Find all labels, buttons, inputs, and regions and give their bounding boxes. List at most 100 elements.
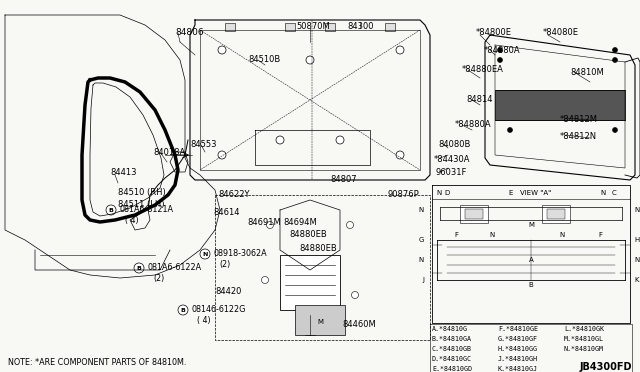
Circle shape [178, 305, 188, 315]
Circle shape [612, 58, 618, 62]
Text: 84420: 84420 [215, 287, 241, 296]
Text: F: F [598, 232, 602, 238]
Text: G.*84810GF: G.*84810GF [498, 336, 538, 342]
Text: VIEW "A": VIEW "A" [520, 190, 551, 196]
Text: 84300: 84300 [347, 22, 374, 31]
Circle shape [262, 276, 269, 283]
Text: B: B [109, 208, 113, 212]
Circle shape [336, 136, 344, 144]
Text: A.*84810G: A.*84810G [432, 326, 468, 332]
Text: L.*84810GK: L.*84810GK [564, 326, 604, 332]
Text: J: J [422, 277, 424, 283]
Text: *84812N: *84812N [560, 132, 597, 141]
Text: D.*84810GC: D.*84810GC [432, 356, 472, 362]
Text: N.*84810GM: N.*84810GM [564, 346, 604, 352]
Bar [547, 209, 565, 219]
Bar [285, 23, 295, 31]
Text: 84810M: 84810M [570, 68, 604, 77]
Text: 84880EB: 84880EB [299, 244, 337, 253]
Text: 84080B: 84080B [438, 140, 470, 149]
Text: 84510B: 84510B [248, 55, 280, 64]
Text: N: N [202, 251, 208, 257]
Text: 84807: 84807 [330, 175, 356, 184]
Circle shape [497, 48, 502, 52]
Text: *84430A: *84430A [434, 155, 470, 164]
Text: 84018A: 84018A [153, 148, 185, 157]
Bar [325, 23, 335, 31]
Text: G: G [419, 237, 424, 243]
Bar [225, 23, 235, 31]
Text: JB4300FD: JB4300FD [579, 362, 632, 372]
Text: ( 4): ( 4) [197, 317, 211, 326]
Text: N: N [490, 232, 495, 238]
Text: 08146-6122G: 08146-6122G [192, 305, 246, 314]
Text: H: H [634, 237, 639, 243]
Text: B.*84810GA: B.*84810GA [432, 336, 472, 342]
Text: 081A6-6122A: 081A6-6122A [148, 263, 202, 273]
Text: N: N [436, 190, 441, 196]
Text: J.*84810GH: J.*84810GH [498, 356, 538, 362]
Circle shape [612, 48, 618, 52]
Circle shape [508, 128, 513, 132]
Text: *84880A: *84880A [455, 120, 492, 129]
Text: 84510 (RH): 84510 (RH) [118, 188, 166, 197]
Text: M: M [317, 319, 323, 325]
Text: C: C [612, 190, 617, 196]
Circle shape [612, 128, 618, 132]
Text: *84880A: *84880A [484, 46, 520, 55]
Text: E: E [508, 190, 513, 196]
Text: N: N [559, 232, 564, 238]
Bar [465, 209, 483, 219]
Text: 84880EB: 84880EB [289, 230, 327, 239]
Circle shape [218, 46, 226, 54]
Text: *84080E: *84080E [543, 28, 579, 37]
Bar [385, 23, 395, 31]
Text: B: B [180, 308, 186, 312]
Text: E.*84810GD: E.*84810GD [432, 366, 472, 372]
Text: 84806: 84806 [175, 28, 204, 37]
Text: N: N [634, 207, 639, 213]
Circle shape [396, 151, 404, 159]
Circle shape [306, 56, 314, 64]
Circle shape [266, 221, 273, 228]
Text: K.*84810GJ: K.*84810GJ [498, 366, 538, 372]
Text: 84511 (LH): 84511 (LH) [118, 200, 164, 209]
Text: N: N [419, 207, 424, 213]
Circle shape [497, 58, 502, 62]
Text: 84460M: 84460M [342, 320, 376, 329]
Circle shape [346, 221, 353, 228]
Circle shape [106, 205, 116, 215]
Bar [280, 255, 340, 310]
Text: 84622Y: 84622Y [218, 190, 250, 199]
Text: 90876P: 90876P [388, 190, 420, 199]
Circle shape [351, 292, 358, 298]
Text: B: B [136, 266, 141, 270]
Text: *84880EA: *84880EA [462, 65, 504, 74]
Text: F.*84810GE: F.*84810GE [498, 326, 538, 332]
Text: ( 4): ( 4) [125, 217, 139, 225]
Text: (2): (2) [153, 275, 164, 283]
Circle shape [396, 46, 404, 54]
Text: 84691M: 84691M [247, 218, 281, 227]
Text: 84413: 84413 [110, 168, 136, 177]
Text: 84614: 84614 [213, 208, 239, 217]
Text: D: D [444, 190, 449, 196]
Text: B: B [529, 282, 533, 288]
Text: M: M [528, 222, 534, 228]
Text: N: N [634, 257, 639, 263]
Text: NOTE: *ARE COMPONENT PARTS OF 84810M.: NOTE: *ARE COMPONENT PARTS OF 84810M. [8, 358, 186, 367]
Text: 84814: 84814 [466, 95, 493, 104]
Text: F: F [454, 232, 458, 238]
Bar [495, 90, 625, 120]
Text: N: N [419, 257, 424, 263]
Text: A: A [529, 257, 533, 263]
Text: 84694M: 84694M [283, 218, 317, 227]
Text: C.*84810GB: C.*84810GB [432, 346, 472, 352]
Text: *84812M: *84812M [560, 115, 598, 124]
Bar [295, 305, 345, 335]
Circle shape [218, 151, 226, 159]
Text: (2): (2) [219, 260, 230, 269]
Text: 96031F: 96031F [435, 168, 467, 177]
Text: N: N [600, 190, 605, 196]
Text: H.*84810GG: H.*84810GG [498, 346, 538, 352]
